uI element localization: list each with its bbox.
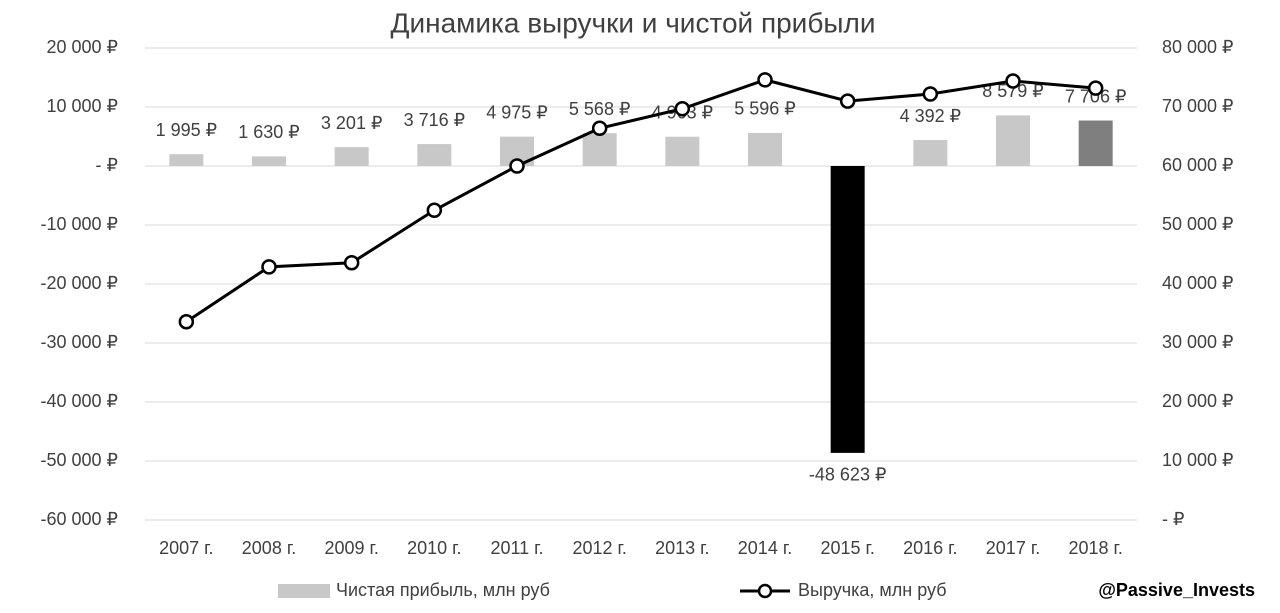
x-tick-label: 2013 г.: [655, 538, 709, 558]
line-marker: [674, 101, 691, 117]
bar: [169, 154, 204, 166]
y2-tick-label: - ₽: [1162, 509, 1184, 529]
x-tick-label: 2012 г.: [572, 538, 626, 558]
bar: [996, 115, 1030, 166]
x-tick-label: 2007 г.: [159, 538, 213, 558]
data-label: 7 706 ₽: [1065, 86, 1127, 106]
legend-swatch: [278, 584, 330, 598]
line-marker: [1087, 80, 1104, 96]
x-tick-label: 2015 г.: [820, 538, 874, 558]
y-tick-label: 10 000 ₽: [46, 96, 118, 116]
legend-swatch: [757, 583, 773, 599]
line-marker: [591, 120, 608, 136]
data-label: 1 995 ₽: [156, 120, 218, 140]
bar: [665, 136, 700, 166]
y-tick-label: -60 000 ₽: [40, 509, 118, 529]
x-tick-label: 2008 г.: [242, 538, 296, 558]
y-tick-label: -10 000 ₽: [40, 214, 118, 234]
y2-tick-label: 50 000 ₽: [1162, 214, 1234, 234]
x-tick-label: 2014 г.: [738, 538, 792, 558]
line-marker: [922, 86, 939, 102]
data-label: 5 596 ₽: [734, 99, 796, 119]
line-marker: [343, 255, 360, 271]
watermark: @Passive_Invests: [1098, 580, 1255, 600]
line-marker: [1005, 73, 1021, 89]
bar: [252, 156, 286, 166]
bar: [1078, 120, 1113, 166]
bar: [334, 147, 369, 166]
y-tick-label: -50 000 ₽: [40, 450, 118, 470]
legend-label: Выручка, млн руб: [798, 580, 947, 600]
line-marker: [839, 93, 856, 109]
y-tick-label: 20 000 ₽: [46, 37, 118, 57]
x-tick-label: 2011 г.: [490, 538, 543, 558]
y-tick-label: -40 000 ₽: [40, 391, 118, 411]
data-label: 3 201 ₽: [321, 113, 383, 133]
x-tick-label: 2018 г.: [1068, 538, 1122, 558]
bar: [830, 166, 865, 453]
bar: [582, 133, 617, 166]
y-tick-label: - ₽: [96, 155, 118, 175]
legend-label: Чистая прибыль, млн руб: [336, 580, 550, 600]
y2-tick-label: 30 000 ₽: [1162, 332, 1234, 352]
data-label: 1 630 ₽: [238, 122, 300, 142]
x-tick-label: 2010 г.: [407, 538, 461, 558]
line: [185, 78, 1096, 324]
data-label: 8 579 ₽: [982, 81, 1044, 101]
line-marker: [261, 259, 277, 275]
data-label: 5 568 ₽: [569, 99, 631, 119]
chart-title: Динамика выручки и чистой прибыли: [391, 7, 876, 38]
x-tick-label: 2016 г.: [903, 538, 957, 558]
y-tick-label: -30 000 ₽: [40, 332, 118, 352]
x-tick-label: 2017 г.: [986, 538, 1040, 558]
data-label: -48 623 ₽: [809, 465, 887, 485]
line-marker: [426, 202, 443, 218]
y2-tick-label: 80 000 ₽: [1162, 37, 1234, 57]
line-marker: [757, 72, 773, 88]
y-tick-label: -20 000 ₽: [40, 273, 118, 293]
data-label: 4 975 ₽: [486, 102, 548, 122]
data-label: 4 392 ₽: [900, 106, 962, 126]
y2-tick-label: 70 000 ₽: [1162, 96, 1234, 116]
bar: [417, 144, 452, 166]
y2-tick-label: 60 000 ₽: [1162, 155, 1234, 175]
data-label: 3 716 ₽: [404, 110, 466, 130]
y2-tick-label: 40 000 ₽: [1162, 273, 1234, 293]
y2-tick-label: 10 000 ₽: [1162, 450, 1234, 470]
y2-tick-label: 20 000 ₽: [1162, 391, 1234, 411]
bar: [748, 132, 782, 166]
line-marker: [509, 158, 525, 174]
x-tick-label: 2009 г.: [324, 538, 378, 558]
line-marker: [178, 314, 195, 330]
bar: [913, 140, 948, 166]
